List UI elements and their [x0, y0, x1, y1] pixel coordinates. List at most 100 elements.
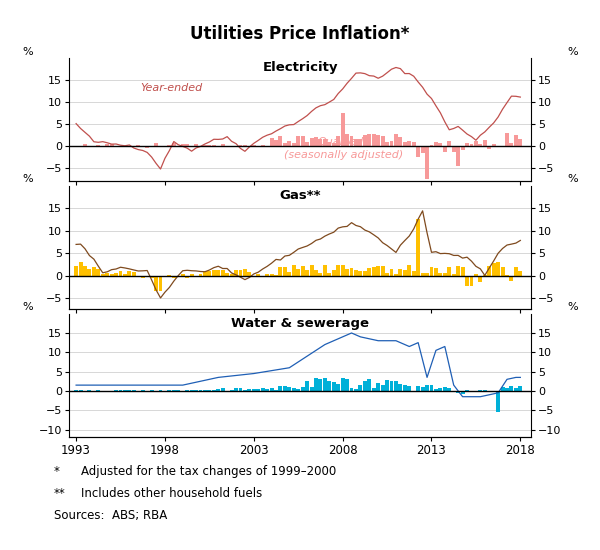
Bar — [256, 274, 260, 276]
Bar — [350, 388, 353, 391]
Bar — [509, 387, 514, 391]
Bar — [310, 265, 314, 276]
Bar — [194, 276, 198, 277]
Text: %: % — [22, 302, 33, 312]
Bar — [492, 391, 496, 392]
Bar — [163, 276, 167, 277]
Bar — [149, 390, 154, 391]
Bar — [145, 146, 149, 148]
Text: %: % — [567, 174, 578, 184]
Bar — [158, 390, 163, 391]
Bar — [123, 274, 127, 276]
Bar — [283, 267, 287, 276]
Bar — [380, 386, 385, 391]
Bar — [328, 272, 331, 276]
Bar — [239, 270, 242, 276]
Bar — [292, 143, 296, 146]
Bar — [358, 386, 362, 391]
Bar — [470, 144, 473, 146]
Bar — [176, 276, 180, 277]
Bar — [456, 391, 460, 393]
Bar — [217, 146, 220, 147]
Bar — [448, 388, 451, 391]
Bar — [199, 390, 202, 391]
Bar — [376, 135, 380, 146]
Bar — [483, 140, 487, 146]
Text: Sources:  ABS; RBA: Sources: ABS; RBA — [54, 509, 167, 522]
Bar — [430, 385, 433, 391]
Bar — [443, 387, 447, 391]
Text: Electricity: Electricity — [262, 62, 338, 74]
Bar — [398, 384, 403, 391]
Bar — [443, 273, 447, 276]
Bar — [283, 386, 287, 391]
Bar — [181, 274, 185, 276]
Bar — [208, 145, 211, 146]
Bar — [452, 273, 455, 276]
Text: %: % — [567, 302, 578, 312]
Bar — [145, 276, 149, 277]
Bar — [367, 379, 371, 391]
Bar — [518, 386, 522, 391]
Bar — [278, 135, 283, 146]
Bar — [252, 145, 256, 146]
Bar — [190, 146, 194, 147]
Bar — [74, 266, 78, 276]
Bar — [398, 269, 403, 276]
Bar — [372, 388, 376, 391]
Bar — [158, 276, 163, 292]
Bar — [212, 390, 216, 391]
Bar — [354, 270, 358, 276]
Text: Water & sewerage: Water & sewerage — [231, 317, 369, 331]
Bar — [243, 389, 247, 391]
Bar — [389, 270, 394, 276]
Bar — [74, 146, 78, 147]
Bar — [247, 272, 251, 276]
Bar — [269, 388, 274, 391]
Bar — [265, 146, 269, 147]
Bar — [394, 274, 398, 276]
Bar — [243, 269, 247, 276]
Bar — [230, 274, 233, 276]
Bar — [296, 389, 300, 391]
Bar — [421, 387, 425, 391]
Bar — [243, 145, 247, 146]
Bar — [310, 387, 314, 391]
Bar — [456, 146, 460, 166]
Bar — [470, 391, 473, 392]
Bar — [208, 271, 211, 276]
Bar — [141, 276, 145, 278]
Bar — [203, 145, 207, 146]
Bar — [269, 274, 274, 276]
Bar — [328, 381, 331, 391]
Bar — [332, 382, 336, 391]
Bar — [305, 271, 309, 276]
Bar — [323, 265, 327, 276]
Bar — [461, 146, 464, 150]
Bar — [478, 390, 482, 391]
Bar — [83, 145, 87, 146]
Bar — [354, 389, 358, 391]
Bar — [301, 136, 305, 146]
Bar — [425, 146, 429, 179]
Bar — [500, 267, 505, 276]
Bar — [105, 273, 109, 276]
Bar — [230, 390, 233, 391]
Bar — [358, 271, 362, 276]
Bar — [367, 134, 371, 146]
Bar — [247, 389, 251, 391]
Bar — [190, 274, 194, 276]
Bar — [247, 146, 251, 147]
Bar — [274, 390, 278, 391]
Bar — [336, 384, 340, 391]
Bar — [158, 146, 163, 147]
Bar — [341, 265, 344, 276]
Bar — [380, 136, 385, 146]
Bar — [487, 266, 491, 276]
Bar — [514, 267, 518, 276]
Bar — [185, 276, 189, 278]
Bar — [461, 391, 464, 394]
Bar — [261, 388, 265, 391]
Bar — [443, 146, 447, 152]
Bar — [474, 391, 478, 392]
